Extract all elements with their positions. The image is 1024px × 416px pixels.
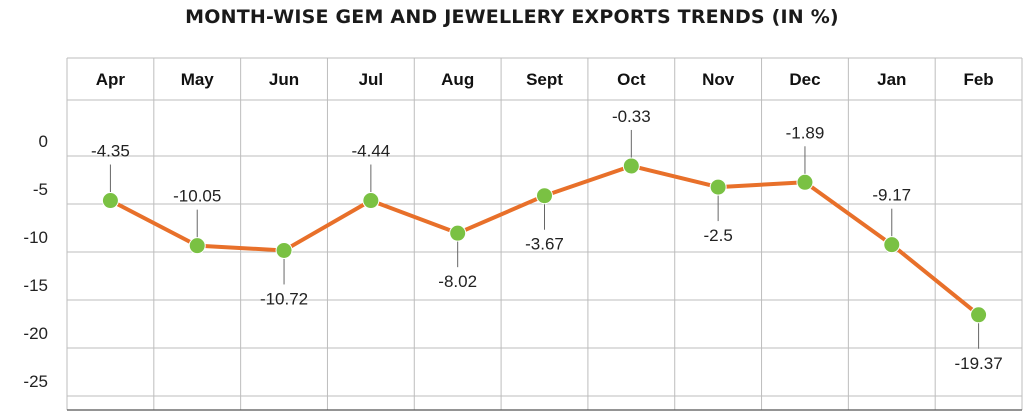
data-point-marker bbox=[188, 237, 206, 255]
x-tick-label: Feb bbox=[963, 70, 993, 89]
data-point-marker bbox=[883, 236, 901, 254]
data-label: -4.44 bbox=[351, 142, 390, 161]
data-point-marker bbox=[275, 241, 293, 259]
label-leaders bbox=[109, 129, 980, 349]
data-label: -0.33 bbox=[612, 107, 651, 126]
x-tick-label: Jan bbox=[877, 70, 906, 89]
data-label: -3.67 bbox=[525, 235, 564, 254]
y-tick-label: -25 bbox=[23, 372, 48, 391]
data-label: -10.05 bbox=[173, 187, 221, 206]
y-axis-labels: 0 -5 -10 -15 -20 -25 bbox=[23, 132, 48, 391]
data-point-marker bbox=[449, 224, 467, 242]
x-tick-label: Jun bbox=[269, 70, 299, 89]
x-axis-labels: Apr May Jun Jul Aug Sept Oct Nov Dec Jan Feb bbox=[96, 70, 994, 89]
data-point-marker bbox=[101, 192, 119, 210]
data-point-marker bbox=[796, 173, 814, 191]
data-labels: -4.35 -10.05 -10.72 -4.44 -8.02 -3.67 -0.33 -2.… bbox=[91, 107, 1003, 373]
data-label: -2.5 bbox=[703, 226, 732, 245]
data-label: -10.72 bbox=[260, 289, 308, 308]
data-label: -1.89 bbox=[786, 123, 825, 142]
data-label: -8.02 bbox=[438, 272, 477, 291]
data-points bbox=[101, 157, 988, 324]
data-label: -4.35 bbox=[91, 142, 130, 161]
x-tick-label: Oct bbox=[617, 70, 646, 89]
x-tick-label: Dec bbox=[789, 70, 820, 89]
x-tick-label: Apr bbox=[96, 70, 126, 89]
y-tick-label: -5 bbox=[33, 180, 48, 199]
y-tick-label: -15 bbox=[23, 276, 48, 295]
data-point-marker bbox=[536, 187, 553, 205]
data-label: -19.37 bbox=[954, 354, 1002, 373]
x-tick-label: Sept bbox=[526, 70, 563, 89]
y-tick-label: 0 bbox=[39, 132, 48, 151]
x-tick-label: Nov bbox=[702, 70, 735, 89]
data-label: -9.17 bbox=[872, 186, 911, 205]
x-tick-label: May bbox=[181, 70, 215, 89]
data-point-marker bbox=[970, 306, 988, 324]
data-point-marker bbox=[622, 157, 640, 175]
x-tick-label: Aug bbox=[441, 70, 474, 89]
x-tick-label: Jul bbox=[359, 70, 384, 89]
grid-lines bbox=[66, 57, 1023, 411]
data-point-marker bbox=[709, 178, 727, 196]
chart-title: MONTH-WISE GEM AND JEWELLERY EXPORTS TRE… bbox=[185, 6, 839, 28]
data-point-marker bbox=[362, 192, 380, 210]
y-tick-label: -10 bbox=[23, 228, 48, 247]
y-tick-label: -20 bbox=[23, 324, 48, 343]
